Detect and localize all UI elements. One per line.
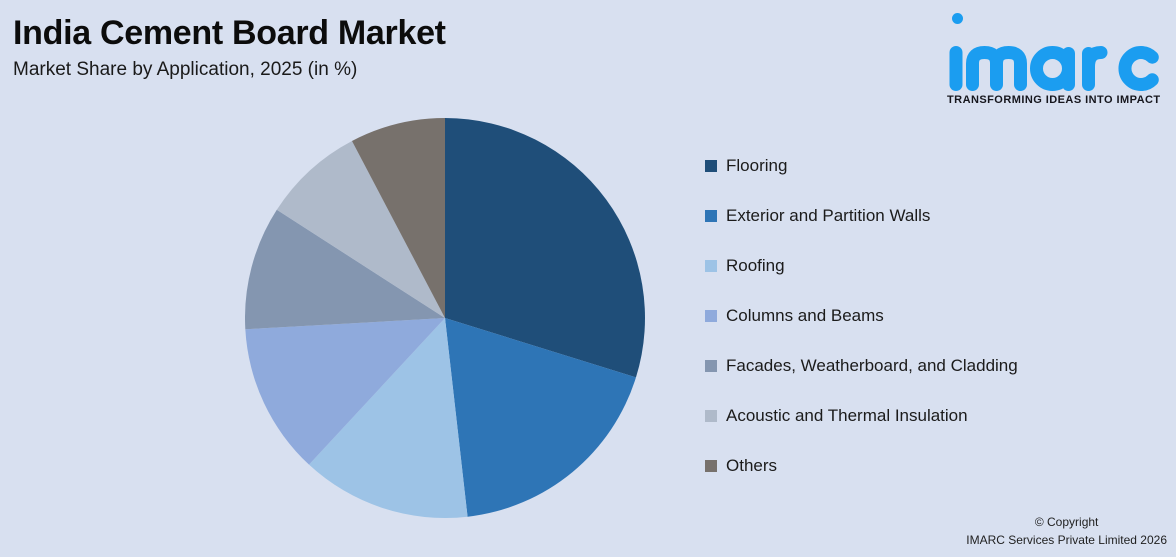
copyright-notice: © Copyright IMARC Services Private Limit… (966, 514, 1167, 549)
pie-slice-acoustic-and-thermal-insulation (276, 140, 445, 318)
page-subtitle: Market Share by Application, 2025 (in %) (13, 59, 358, 81)
pie-slice-roofing (309, 318, 468, 518)
logo-dot-icon (952, 13, 963, 24)
copyright-line2: IMARC Services Private Limited 2026 (966, 532, 1167, 547)
legend-item-acoustic-and-thermal-insulation: Acoustic and Thermal Insulation (705, 405, 1018, 427)
legend-item-roofing: Roofing (705, 255, 1018, 277)
legend-label: Facades, Weatherboard, and Cladding (726, 356, 1018, 375)
pie-slice-others (351, 118, 445, 318)
imarc-logo: TRANSFORMING IDEAS INTO IMPACT (945, 8, 1171, 108)
copyright-line1: © Copyright (1034, 515, 1099, 530)
logo-tagline: TRANSFORMING IDEAS INTO IMPACT (947, 94, 1161, 106)
header: India Cement Board Market Market Share b… (13, 14, 446, 81)
legend-label: Exterior and Partition Walls (726, 206, 931, 225)
pie-slice-columns-and-beams (245, 318, 445, 465)
legend-label: Columns and Beams (726, 306, 884, 325)
pie-slice-facades-weatherboard-and-cladding (245, 209, 445, 330)
pie-slice-exterior-and-partition-walls (445, 318, 636, 517)
legend-label: Roofing (726, 256, 785, 275)
imarc-wordmark-icon (949, 46, 1159, 91)
legend-swatch-others (705, 460, 717, 472)
legend-swatch-columns-and-beams (705, 310, 717, 322)
legend-item-others: Others (705, 455, 1018, 477)
legend-item-flooring: Flooring (705, 155, 1018, 177)
page-title: India Cement Board Market (13, 14, 446, 52)
pie-chart (245, 118, 645, 518)
legend-swatch-acoustic-and-thermal-insulation (705, 410, 717, 422)
legend-swatch-flooring (705, 160, 717, 172)
legend-swatch-facades-weatherboard-and-cladding (705, 360, 717, 372)
pie-slice-flooring (445, 118, 645, 378)
legend-swatch-exterior-and-partition-walls (705, 210, 717, 222)
legend-swatch-roofing (705, 260, 717, 272)
legend-item-columns-and-beams: Columns and Beams (705, 305, 1018, 327)
chart-legend: Flooring Exterior and Partition Walls Roof… (705, 155, 1018, 505)
legend-label: Others (726, 456, 778, 475)
legend-label: Acoustic and Thermal Insulation (726, 406, 968, 425)
legend-item-facades-weatherboard-and-cladding: Facades, Weatherboard, and Cladding (705, 355, 1018, 377)
legend-item-exterior-and-partition-walls: Exterior and Partition Walls (705, 205, 1018, 227)
legend-label: Flooring (726, 156, 788, 175)
